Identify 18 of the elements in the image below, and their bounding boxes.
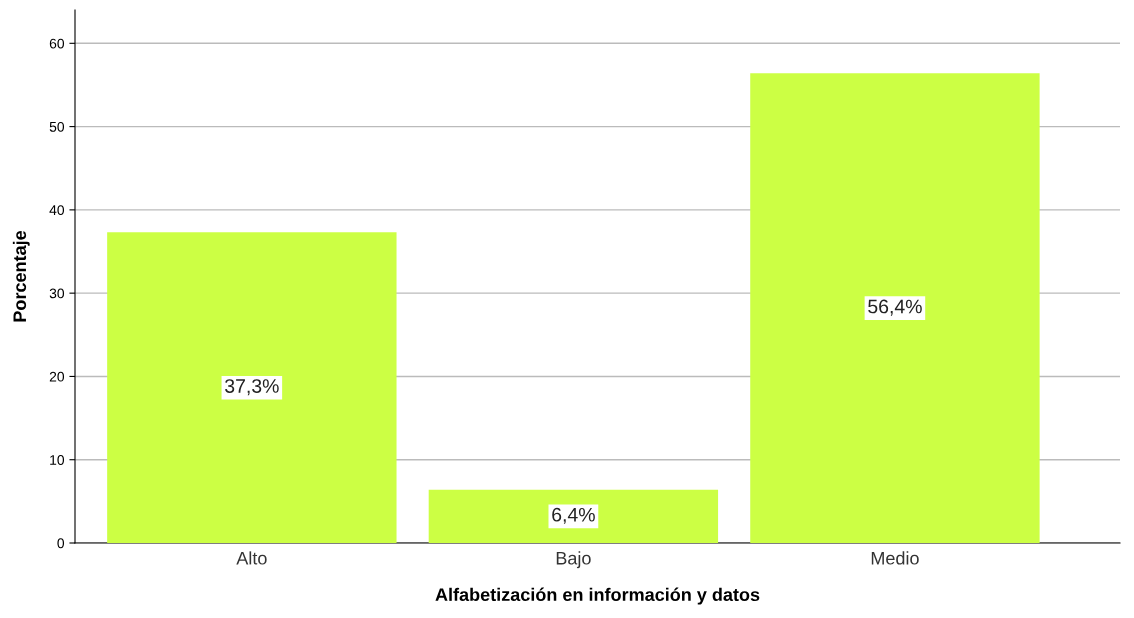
y-tick-label: 50 — [49, 121, 65, 132]
bar — [428, 489, 719, 543]
data-label: 6,4% — [552, 507, 595, 524]
y-tick-label: 30 — [49, 288, 65, 299]
bar — [107, 232, 397, 543]
x-tick-label: Bajo — [556, 551, 591, 569]
x-tick-label: Alto — [236, 551, 267, 565]
data-label: 37,3% — [225, 379, 279, 396]
y-tick-label: 40 — [49, 205, 65, 216]
x-tick-label: Medio — [871, 551, 919, 565]
y-tick-label: 60 — [49, 38, 65, 49]
y-axis-title: Porcentaje — [12, 230, 30, 322]
data-label: 56,4% — [868, 299, 922, 316]
bar — [750, 73, 1040, 543]
y-tick-label: 0 — [57, 538, 65, 549]
x-axis-title: Alfabetización en información y datos — [435, 587, 760, 605]
y-tick-label: 10 — [50, 455, 65, 465]
y-tick-label: 20 — [49, 371, 65, 382]
